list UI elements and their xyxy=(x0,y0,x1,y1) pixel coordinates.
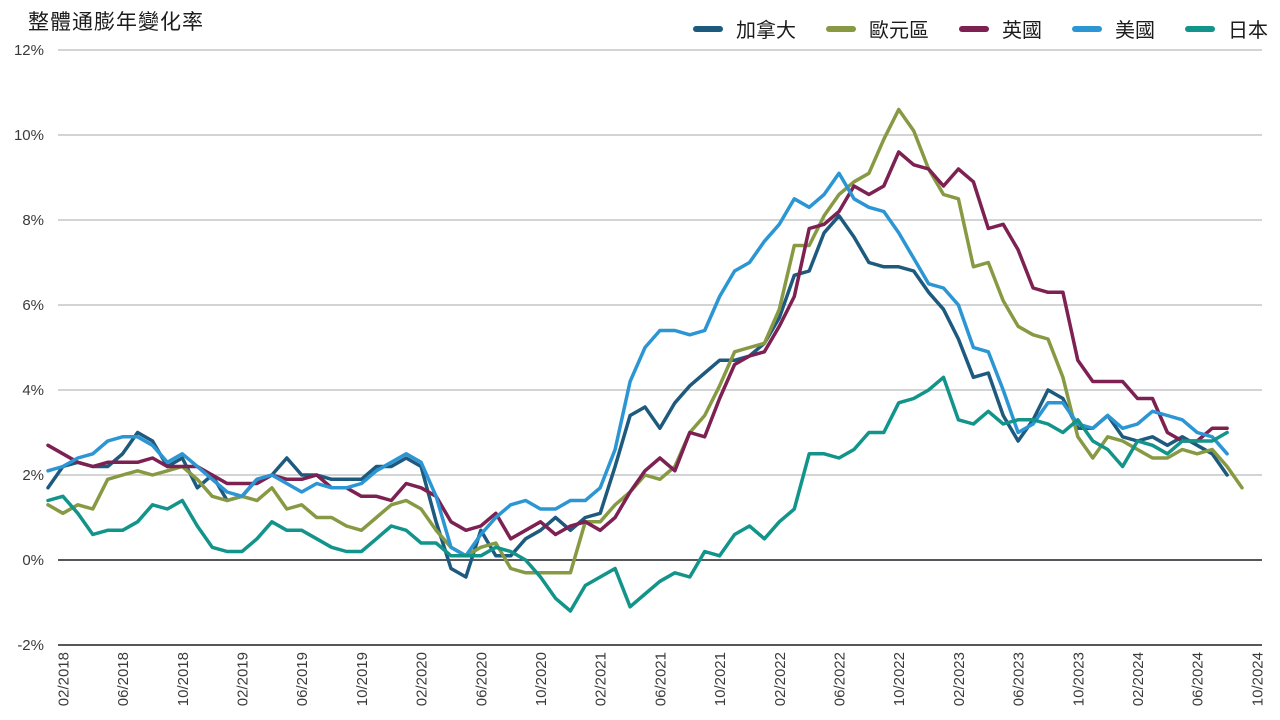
legend-label-us: 美國 xyxy=(1115,20,1155,42)
x-tick-label-06-2022: 06/2022 xyxy=(832,652,849,706)
x-tick-label-02-2019: 02/2019 xyxy=(235,652,252,706)
legend-item-uk: 英國 xyxy=(959,14,1042,43)
legend-label-uk: 英國 xyxy=(1002,20,1042,42)
x-tick-label-06-2021: 06/2021 xyxy=(652,652,669,706)
series-line-uk xyxy=(46,150,1229,541)
legend-item-japan: 日本 xyxy=(1185,14,1268,43)
legend: 加拿大 歐元區 英國 美國 日本 xyxy=(693,14,1268,43)
x-tick-label-06-2023: 06/2023 xyxy=(1011,652,1028,706)
y-tick-label-6: 6% xyxy=(22,297,44,314)
x-tick-label-06-2020: 06/2020 xyxy=(473,652,490,706)
x-tick-label-06-2019: 06/2019 xyxy=(294,652,311,706)
legend-label-canada: 加拿大 xyxy=(736,20,796,42)
y-tick-label-2: 2% xyxy=(22,467,44,484)
x-tick-label-10-2024: 10/2024 xyxy=(1249,652,1266,706)
x-tick-label-10-2022: 10/2022 xyxy=(891,652,908,706)
legend-item-canada: 加拿大 xyxy=(693,14,796,43)
x-tick-label-10-2023: 10/2023 xyxy=(1070,652,1087,706)
legend-item-us: 美國 xyxy=(1072,14,1155,43)
y-tick-label--2: -2% xyxy=(17,637,44,654)
x-tick-label-10-2021: 10/2021 xyxy=(712,652,729,706)
legend-swatch-canada xyxy=(693,25,723,32)
x-tick-label-02-2021: 02/2021 xyxy=(593,652,610,706)
series-line-japan xyxy=(46,375,1229,613)
x-tick-label-02-2018: 02/2018 xyxy=(55,652,72,706)
series-line-us xyxy=(46,171,1229,558)
x-tick-label-06-2018: 06/2018 xyxy=(115,652,132,706)
x-tick-label-02-2020: 02/2020 xyxy=(414,652,431,706)
legend-swatch-us xyxy=(1072,25,1102,32)
x-tick-label-06-2024: 06/2024 xyxy=(1190,652,1207,706)
legend-swatch-eurozone xyxy=(826,25,856,32)
y-tick-label-10: 10% xyxy=(14,127,44,144)
x-tick-label-10-2020: 10/2020 xyxy=(533,652,550,706)
series-line-eurozone xyxy=(46,107,1244,575)
y-tick-label-12: 12% xyxy=(14,42,44,59)
legend-label-eurozone: 歐元區 xyxy=(869,20,929,42)
legend-label-japan: 日本 xyxy=(1228,20,1268,42)
legend-swatch-uk xyxy=(959,25,989,32)
x-tick-label-10-2019: 10/2019 xyxy=(354,652,371,706)
y-tick-label-8: 8% xyxy=(22,212,44,229)
y-tick-label-4: 4% xyxy=(22,382,44,399)
y-tick-label-0: 0% xyxy=(22,552,44,569)
x-tick-label-02-2024: 02/2024 xyxy=(1130,652,1147,706)
legend-item-eurozone: 歐元區 xyxy=(826,14,929,43)
x-tick-label-02-2022: 02/2022 xyxy=(772,652,789,706)
series-line-canada xyxy=(46,214,1229,579)
legend-swatch-japan xyxy=(1185,25,1215,32)
x-tick-label-02-2023: 02/2023 xyxy=(951,652,968,706)
chart-title: 整體通膨年變化率 xyxy=(28,11,204,34)
x-tick-label-10-2018: 10/2018 xyxy=(175,652,192,706)
